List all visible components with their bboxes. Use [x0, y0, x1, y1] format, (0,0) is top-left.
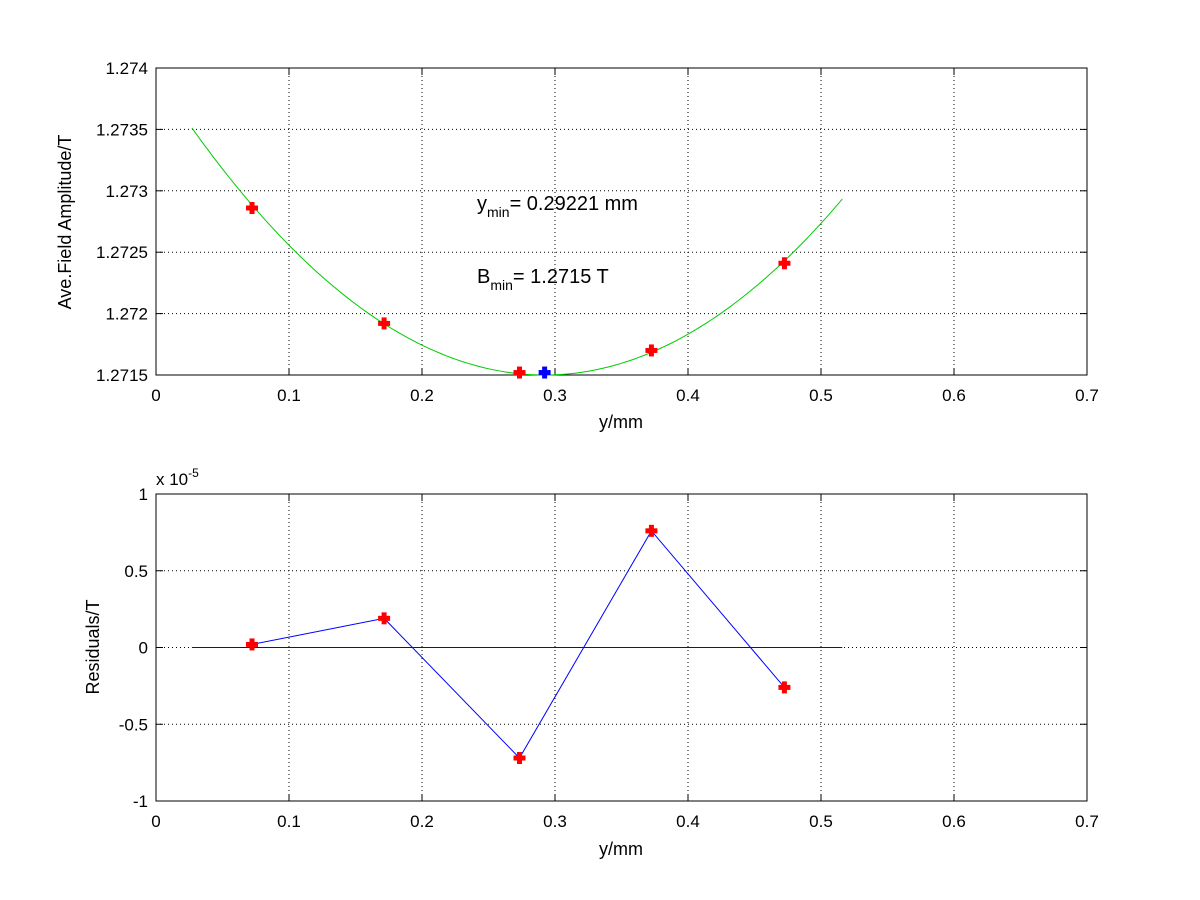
x-tick-label: 0.2 [410, 386, 434, 405]
residuals-plot-x-ticks: 0 0.1 0.2 0.3 0.4 0.5 0.6 0.7 [151, 494, 1099, 831]
fit-plot: 0 0.1 0.2 0.3 0.4 0.5 0.6 0.7 1.2715 1.272 1.2725… [55, 59, 1099, 432]
residuals-plot: 0 0.1 0.2 0.3 0.4 0.5 0.6 0.7 -1 -0.5 0 0.5 1 x 10-… [83, 466, 1099, 859]
x-tick-label: 0.7 [1075, 812, 1099, 831]
x-tick-label: 0.2 [410, 812, 434, 831]
y-tick-label: -0.5 [119, 715, 148, 734]
data-point-marker [378, 317, 391, 330]
y-tick-label: 1.2735 [96, 120, 148, 139]
y-tick-label: 0.5 [124, 562, 148, 581]
fit-plot-frame [155, 67, 1088, 376]
residual-point-marker [778, 681, 791, 694]
x-tick-label: 0.6 [942, 812, 966, 831]
residual-point-marker [513, 752, 526, 765]
x-tick-label: 0.4 [676, 386, 700, 405]
y-tick-label: 1 [139, 485, 148, 504]
data-point-marker [246, 201, 259, 214]
fit-plot-x-axis-label: y/mm [599, 412, 643, 432]
x-tick-label: 0.3 [543, 812, 567, 831]
x-tick-label: 0 [151, 386, 160, 405]
residual-point-marker [378, 612, 391, 625]
y-tick-label: 1.272 [105, 305, 148, 324]
bmin-annotation: Bmin= 1.2715 T [477, 266, 609, 293]
fit-plot-markers [246, 201, 791, 379]
residuals-plot-x-axis-label: y/mm [599, 839, 643, 859]
residuals-plot-y-axis-label: Residuals/T [83, 599, 103, 694]
y-tick-label: 1.274 [105, 59, 148, 78]
y-tick-label: 1.2715 [96, 366, 148, 385]
x-tick-label: 0.3 [543, 386, 567, 405]
data-point-marker [778, 257, 791, 270]
residuals-markers [246, 524, 791, 765]
residuals-plot-y-ticks: -1 -0.5 0 0.5 1 [119, 485, 1087, 811]
y-tick-label: 1.273 [105, 182, 148, 201]
x-tick-label: 0 [151, 812, 160, 831]
x-tick-label: 0.1 [277, 386, 301, 405]
y-tick-label: 0 [139, 639, 148, 658]
x-tick-label: 0.5 [809, 812, 833, 831]
residual-point-marker [645, 524, 658, 537]
y-tick-label: -1 [133, 792, 148, 811]
data-point-marker [513, 366, 526, 379]
x-tick-label: 0.4 [676, 812, 700, 831]
ymin-annotation: ymin= 0.29221 mm [477, 193, 638, 220]
residuals-scale-label: x 10-5 [156, 466, 199, 489]
x-tick-label: 0.6 [942, 386, 966, 405]
x-tick-label: 0.1 [277, 812, 301, 831]
fit-plot-y-axis-label: Ave.Field Amplitude/T [55, 135, 75, 310]
x-tick-label: 0.5 [809, 386, 833, 405]
fit-plot-y-ticks: 1.2715 1.272 1.2725 1.273 1.2735 1.274 [96, 59, 1087, 385]
minimum-point-marker [538, 366, 551, 379]
x-tick-label: 0.7 [1075, 386, 1099, 405]
y-tick-label: 1.2725 [96, 243, 148, 262]
residual-point-marker [246, 638, 259, 651]
data-point-marker [645, 344, 658, 357]
fit-plot-x-ticks: 0 0.1 0.2 0.3 0.4 0.5 0.6 0.7 [151, 68, 1099, 405]
